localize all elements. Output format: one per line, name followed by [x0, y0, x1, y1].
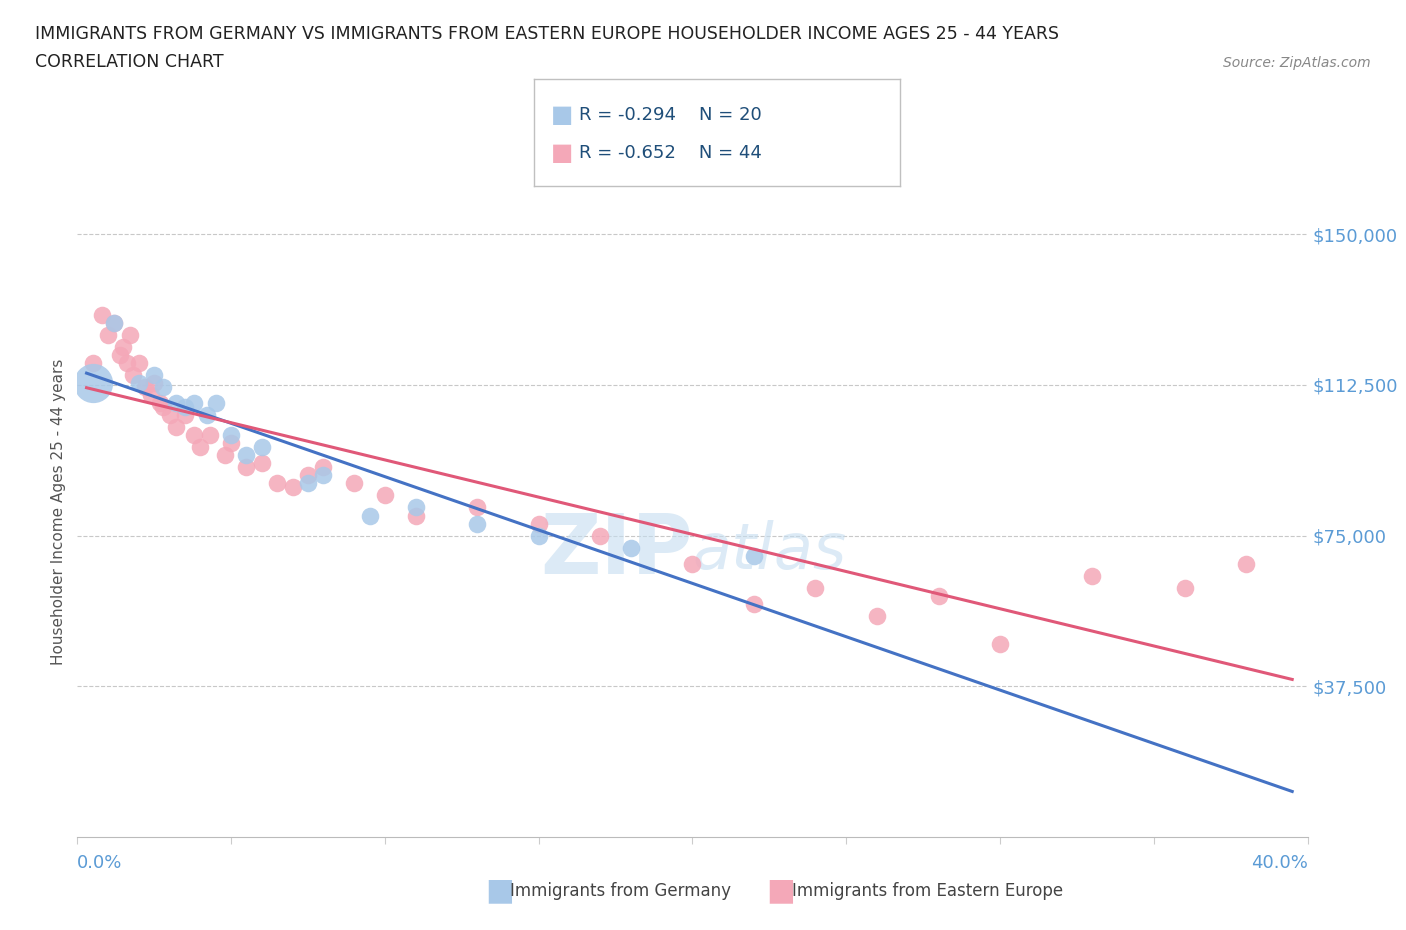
Point [214, 448, 236, 463]
Point [1174, 580, 1197, 595]
Text: IMMIGRANTS FROM GERMANY VS IMMIGRANTS FROM EASTERN EUROPE HOUSEHOLDER INCOME AGE: IMMIGRANTS FROM GERMANY VS IMMIGRANTS FR… [35, 25, 1059, 43]
Point [250, 440, 273, 455]
Text: Source: ZipAtlas.com: Source: ZipAtlas.com [1223, 56, 1371, 70]
Point [359, 508, 381, 523]
Point [742, 549, 765, 564]
Point [103, 315, 125, 330]
Point [128, 376, 150, 391]
Point [149, 395, 172, 410]
Point [312, 468, 335, 483]
Point [112, 339, 135, 354]
Point [235, 459, 257, 474]
Point [183, 428, 205, 443]
Point [988, 637, 1011, 652]
Point [174, 400, 197, 415]
Point [115, 355, 138, 370]
Point [297, 476, 319, 491]
Point [198, 428, 221, 443]
Point [143, 376, 166, 391]
Point [159, 407, 181, 422]
Point [620, 540, 643, 555]
Point [103, 315, 125, 330]
Point [82, 355, 104, 370]
Text: R = -0.294    N = 20: R = -0.294 N = 20 [579, 106, 762, 125]
Text: ■: ■ [485, 876, 515, 906]
Y-axis label: Householder Income Ages 25 - 44 years: Householder Income Ages 25 - 44 years [51, 358, 66, 665]
Text: ■: ■ [766, 876, 796, 906]
Text: 40.0%: 40.0% [1251, 854, 1308, 871]
Point [219, 436, 242, 451]
Text: ZIP: ZIP [540, 510, 693, 591]
Point [165, 419, 187, 434]
Point [128, 355, 150, 370]
Point [804, 580, 827, 595]
Text: Immigrants from Eastern Europe: Immigrants from Eastern Europe [792, 882, 1063, 900]
Point [250, 456, 273, 471]
Point [97, 327, 120, 342]
Point [297, 468, 319, 483]
Point [188, 440, 212, 455]
Point [527, 528, 550, 543]
Point [589, 528, 612, 543]
Point [405, 508, 427, 523]
Point [121, 367, 143, 382]
Point [866, 608, 889, 623]
Text: atlas: atlas [693, 520, 846, 581]
Point [152, 400, 174, 415]
Point [312, 459, 335, 474]
Text: Immigrants from Germany: Immigrants from Germany [510, 882, 731, 900]
Point [141, 388, 163, 403]
Point [742, 596, 765, 611]
Point [465, 500, 488, 515]
Point [527, 516, 550, 531]
Point [90, 307, 114, 322]
Point [682, 556, 704, 571]
Point [1234, 556, 1257, 571]
Text: R = -0.652    N = 44: R = -0.652 N = 44 [579, 143, 762, 162]
Point [219, 428, 242, 443]
Point [195, 407, 218, 422]
Point [374, 488, 396, 503]
Text: 0.0%: 0.0% [77, 854, 122, 871]
Text: ■: ■ [551, 140, 574, 165]
Point [152, 379, 174, 394]
Point [928, 589, 950, 604]
Point [174, 407, 197, 422]
Point [165, 395, 187, 410]
Point [204, 395, 226, 410]
Point [343, 476, 366, 491]
Point [1081, 568, 1104, 583]
Point [465, 516, 488, 531]
Point [405, 500, 427, 515]
Point [183, 395, 205, 410]
Text: ■: ■ [551, 103, 574, 127]
Point [118, 327, 141, 342]
Point [266, 476, 288, 491]
Point [143, 367, 166, 382]
Point [134, 379, 156, 394]
Text: CORRELATION CHART: CORRELATION CHART [35, 53, 224, 71]
Point [235, 448, 257, 463]
Point [82, 376, 104, 391]
Point [110, 347, 132, 362]
Point [281, 480, 304, 495]
